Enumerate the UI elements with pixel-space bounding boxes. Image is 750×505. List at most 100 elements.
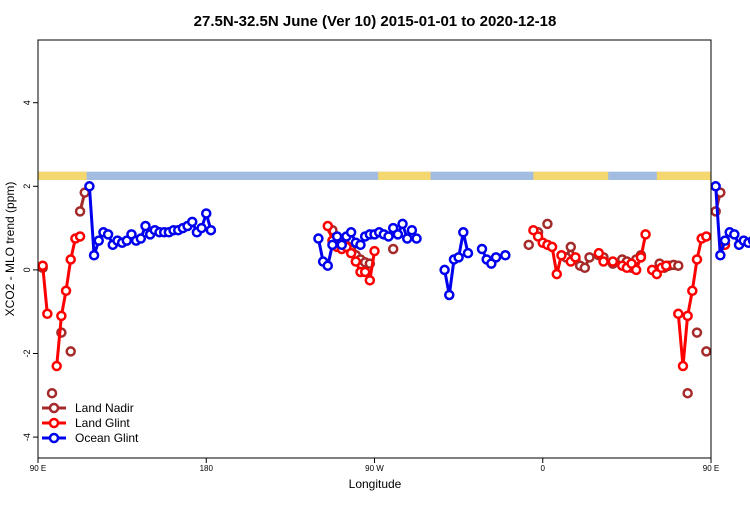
legend-label: Land Glint [75, 416, 130, 430]
data-point-land-glint [677, 360, 689, 372]
data-point-ocean-glint [140, 220, 151, 232]
data-point-ocean-glint [500, 250, 511, 261]
plot-frame [37, 39, 712, 459]
legend-marker [48, 402, 60, 414]
data-point-ocean-glint [462, 247, 474, 259]
x-tick-label: 90 E [30, 464, 46, 473]
data-point-ocean-glint [322, 260, 334, 271]
y-tick-label: -2 [22, 349, 32, 357]
data-point-ocean-glint [93, 235, 105, 246]
data-point-land-glint [598, 256, 609, 267]
land-ocean-mask [38, 171, 711, 181]
x-axis-label: Longitude [349, 477, 402, 491]
series-land-glint [37, 220, 731, 372]
data-point-ocean-glint [710, 181, 721, 192]
data-point-ocean-glint [355, 239, 366, 251]
data-point-ocean-glint [313, 233, 324, 244]
series-lines [37, 181, 750, 399]
series-line-land-glint [676, 235, 707, 368]
y-tick-label: 2 [22, 184, 32, 189]
data-point-land-glint [691, 254, 703, 265]
data-point-ocean-glint [383, 231, 394, 242]
data-point-land-glint [551, 268, 563, 280]
data-point-ocean-glint [729, 229, 740, 240]
data-point-land-glint [56, 310, 67, 322]
data-point-ocean-glint [397, 218, 408, 230]
data-point-land-glint [42, 308, 53, 320]
data-point-ocean-glint [411, 233, 422, 244]
data-point-land-glint [635, 252, 647, 263]
data-point-land-glint [687, 285, 698, 297]
series-ocean-glint [84, 181, 750, 301]
data-point-land-glint [556, 250, 567, 261]
legend-item-land-glint: Land Glint [42, 416, 130, 430]
data-point-ocean-glint [186, 216, 198, 228]
data-point-land-nadir [701, 346, 712, 357]
data-point-land-nadir [682, 387, 693, 399]
data-point-ocean-glint [88, 250, 100, 261]
legend-item-ocean-glint: Ocean Glint [42, 431, 139, 445]
ocean-band [38, 171, 711, 181]
data-point-land-glint [369, 245, 380, 257]
axis-ticks: -4 -2 0 2 4 90 E 180 90 W 0 90 E [22, 100, 719, 473]
data-point-land-glint [65, 254, 76, 265]
data-point-ocean-glint [345, 227, 357, 238]
data-point-ocean-glint [715, 250, 726, 261]
data-point-land-glint [364, 275, 376, 286]
data-point-ocean-glint [331, 231, 343, 242]
data-point-ocean-glint [135, 233, 147, 244]
data-point-ocean-glint [444, 289, 455, 301]
data-point-land-nadir [46, 387, 58, 399]
data-point-ocean-glint [453, 252, 464, 263]
data-point-ocean-glint [84, 181, 95, 192]
data-point-land-glint [60, 285, 72, 297]
data-point-ocean-glint [490, 252, 502, 263]
land-segment [378, 171, 431, 181]
series-land-nadir [37, 187, 726, 399]
data-point-land-nadir [579, 262, 591, 274]
data-point-ocean-glint [392, 229, 404, 240]
data-point-ocean-glint [458, 227, 469, 238]
data-point-land-glint [593, 247, 605, 259]
data-point-ocean-glint [327, 239, 338, 251]
y-axis-label: XCO2 - MLO trend (ppm) [3, 182, 17, 317]
data-point-land-glint [701, 231, 712, 242]
legend-label: Ocean Glint [75, 431, 139, 445]
x-tick-label: 0 [541, 464, 546, 473]
data-point-ocean-glint [719, 235, 731, 246]
data-point-land-nadir [584, 252, 595, 263]
data-point-land-glint [359, 266, 371, 278]
data-point-land-glint [630, 264, 642, 276]
data-point-land-nadir [65, 346, 76, 357]
data-point-land-nadir [74, 206, 86, 217]
data-point-land-nadir [523, 239, 534, 251]
data-point-land-glint [682, 310, 693, 322]
data-point-ocean-glint [439, 264, 450, 276]
legend-marker [48, 417, 60, 429]
x-tick-label: 90 E [703, 464, 719, 473]
land-segment [38, 171, 87, 181]
data-point-land-glint [350, 256, 362, 267]
data-point-land-nadir [691, 327, 703, 338]
legend-item-land-nadir: Land Nadir [42, 401, 134, 415]
data-point-land-glint [673, 308, 684, 320]
data-point-land-glint [607, 256, 619, 267]
data-point-land-glint [37, 260, 48, 271]
x-tick-label: 90 W [365, 464, 384, 473]
data-point-ocean-glint [201, 208, 212, 219]
y-tick-label: 4 [22, 100, 32, 105]
y-tick-label: -4 [22, 433, 32, 441]
land-segment [656, 171, 711, 181]
chart-title: 27.5N-32.5N June (Ver 10) 2015-01-01 to … [194, 13, 557, 30]
series-line-land-glint [41, 265, 49, 314]
data-point-ocean-glint [102, 229, 114, 240]
data-point-land-nadir [542, 218, 553, 230]
data-point-land-nadir [387, 243, 399, 255]
data-point-land-glint [570, 252, 581, 263]
data-point-land-glint [51, 360, 62, 372]
data-point-land-glint [74, 231, 86, 242]
data-point-land-nadir [673, 260, 684, 271]
data-point-land-glint [660, 260, 672, 271]
